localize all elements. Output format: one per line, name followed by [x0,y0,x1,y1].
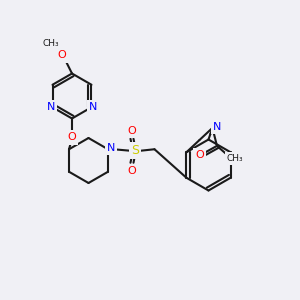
Text: O: O [128,126,136,136]
Text: N: N [107,143,115,153]
Text: N: N [89,102,97,112]
Text: O: O [68,132,76,142]
Text: N: N [47,102,55,112]
Text: CH₃: CH₃ [226,154,243,163]
Text: O: O [128,166,136,176]
Text: N: N [213,122,221,132]
Text: CH₃: CH₃ [43,39,59,48]
Text: O: O [196,150,204,160]
Text: S: S [131,144,139,157]
Text: O: O [57,50,66,61]
